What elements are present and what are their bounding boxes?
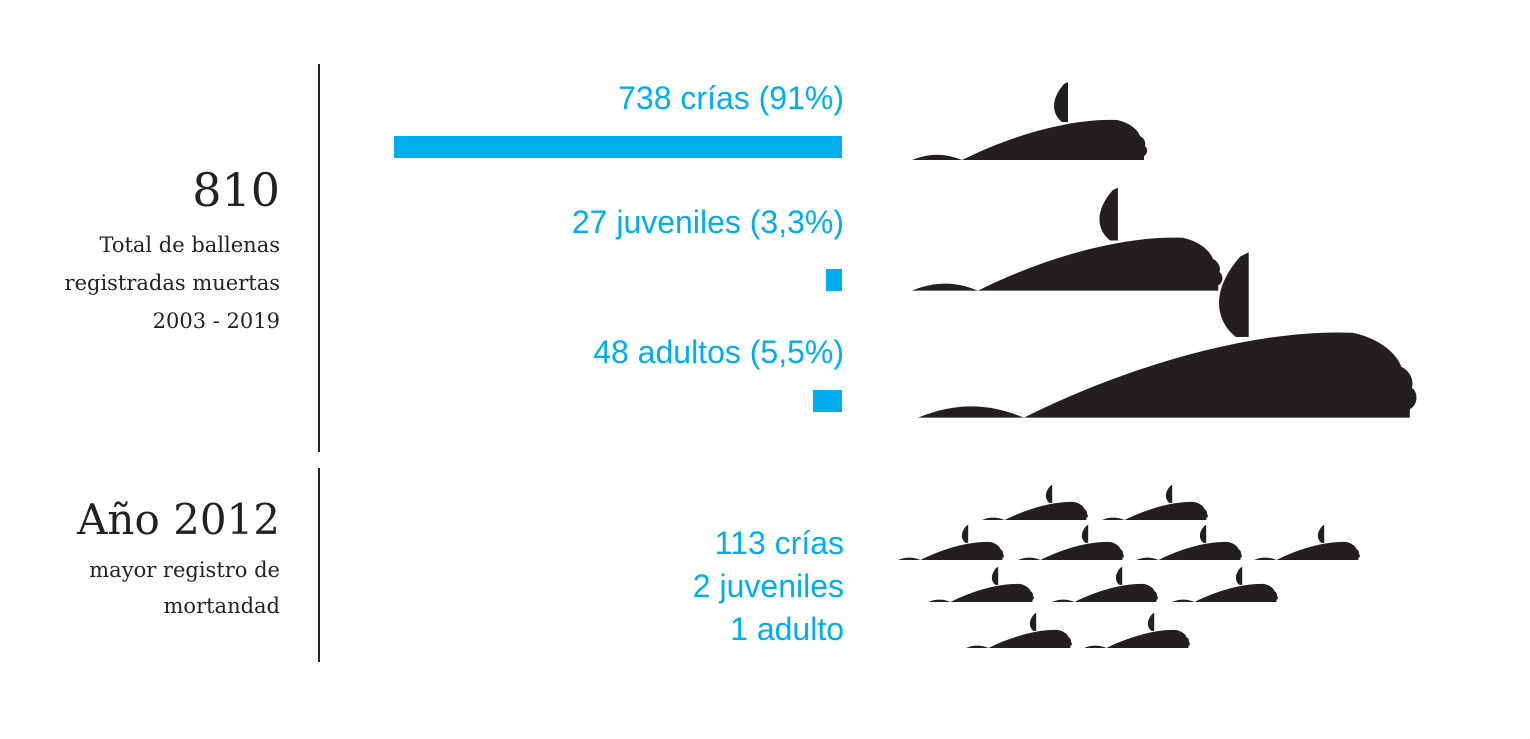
whale-icon [1052,566,1158,602]
peak-year-title: Año 2012 [77,495,280,544]
whale-icon-crias [912,82,1148,160]
total-value: 810 [192,163,280,217]
peak-line-crias: 113 crías [714,525,844,561]
total-label-line: registradas muertas [64,271,280,295]
whale-icon [1102,484,1208,520]
bar-crias [394,136,842,158]
peak-year-label-line: mortandad [163,594,280,618]
total-label-line: 2003 - 2019 [152,309,280,333]
whale-icon [898,524,1004,560]
peak-year-label-line: mayor registro de [89,558,280,582]
divider-top [318,64,320,452]
peak-line-adulto: 1 adulto [730,611,844,647]
bar-juveniles [826,269,842,291]
whale-icon [1018,524,1124,560]
bar-label-adultos: 48 adultos (5,5%) [593,334,844,370]
whale-icon-juveniles [912,187,1223,291]
whale-icon [966,612,1072,648]
peak-line-juveniles: 2 juveniles [692,568,844,604]
bar-adultos [813,390,842,412]
bar-label-crias: 738 crías (91%) [618,80,844,116]
whale-icon [1136,524,1242,560]
whale-icon [1084,612,1190,648]
peak-year-label: mayor registro de mortandad [20,552,280,624]
peak-year-lines: 113 crías 2 juveniles 1 adulto [500,522,844,651]
divider-bottom [318,468,320,662]
total-label: Total de ballenas registradas muertas 20… [20,226,280,340]
whale-icon [928,566,1034,602]
whale-icon [1172,566,1278,602]
whale-icon [982,484,1088,520]
total-label-line: Total de ballenas [99,233,280,257]
bar-label-juveniles: 27 juveniles (3,3%) [571,204,844,240]
whale-icon [1254,524,1360,560]
